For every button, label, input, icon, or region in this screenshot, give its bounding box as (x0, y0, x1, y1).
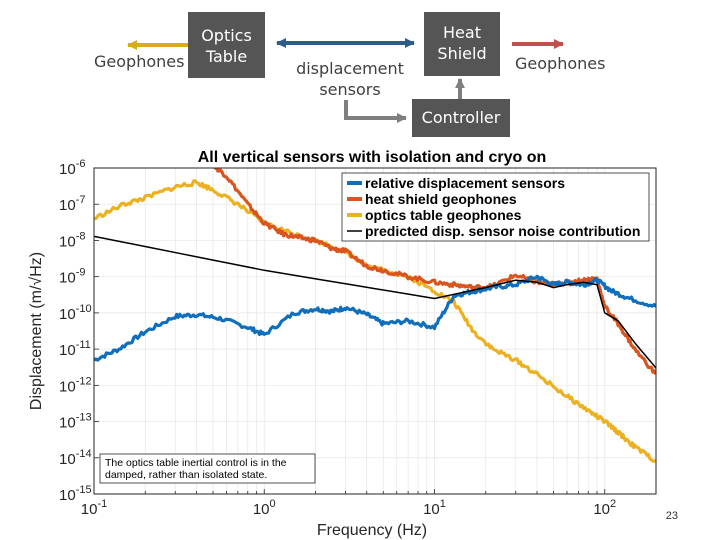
optics-table-label-line1: Optics (201, 26, 252, 45)
plot-frame (93, 167, 657, 495)
geophones-left-label: Geophones (94, 52, 185, 71)
heat-shield-label-line1: Heat (443, 23, 481, 42)
y-tick-label: 10-12 (59, 375, 92, 395)
legend-box (341, 172, 650, 242)
controller-label: Controller (421, 108, 501, 127)
optics-table-box: Optics Table (188, 12, 265, 78)
chart-title: All vertical sensors with isolation and … (198, 149, 547, 166)
series-line-heat-shield-geophones (212, 168, 656, 376)
y-tick-label: 10-8 (59, 230, 85, 250)
optics-table-label-line2: Table (205, 47, 248, 66)
legend: relative displacement sensors heat shiel… (341, 172, 650, 242)
series-layer (94, 168, 656, 463)
legend-label-heat-shield: heat shield geophones (365, 191, 517, 207)
y-tick-label: 10-11 (59, 339, 91, 359)
y-tick-label: 10-7 (59, 194, 85, 214)
arrow-sensors-to-controller (344, 100, 407, 123)
x-tick-label: 101 (423, 498, 446, 518)
y-tick-label: 10-13 (59, 412, 92, 432)
annotation: The optics table inertial control is in … (99, 453, 316, 484)
x-tick-label: 100 (253, 498, 276, 518)
series-line-predicted-disp-sensor-noise-contribution (94, 235, 656, 369)
legend-label-predicted-noise: predicted disp. sensor noise contributio… (365, 223, 640, 239)
x-tick-label: 102 (593, 498, 616, 518)
series-line-relative-displacement-sensors (94, 274, 656, 362)
heat-shield-box: Heat Shield (424, 12, 500, 76)
heat-shield-label-line2: Shield (437, 44, 487, 63)
y-tick-label: 10-6 (59, 158, 85, 178)
legend-label-optics-table: optics table geophones (365, 207, 522, 223)
annotation-line2: damped, rather than isolated state. (105, 469, 267, 481)
y-tick-label: 10-9 (59, 267, 85, 287)
legend-label-relative-displacement: relative displacement sensors (365, 175, 565, 191)
displacement-sensors-label: displacement sensors (290, 58, 410, 100)
y-tick-label: 10-14 (59, 448, 92, 468)
y-tick-label: 10-10 (59, 303, 92, 323)
displacement-sensors-line2: sensors (319, 80, 381, 99)
annotation-line1: The optics table inertial control is in … (105, 457, 287, 469)
slide-number: 23 (665, 510, 678, 522)
y-axis-label: Displacement (m/√Hz) (28, 252, 45, 410)
x-axis-label: Frequency (Hz) (317, 522, 427, 539)
x-tick-label: 10-1 (81, 498, 107, 518)
controller-box: Controller (412, 99, 510, 137)
annotation-box (99, 453, 316, 484)
geophones-right-label: Geophones (515, 54, 606, 73)
displacement-sensors-line1: displacement (296, 59, 404, 78)
